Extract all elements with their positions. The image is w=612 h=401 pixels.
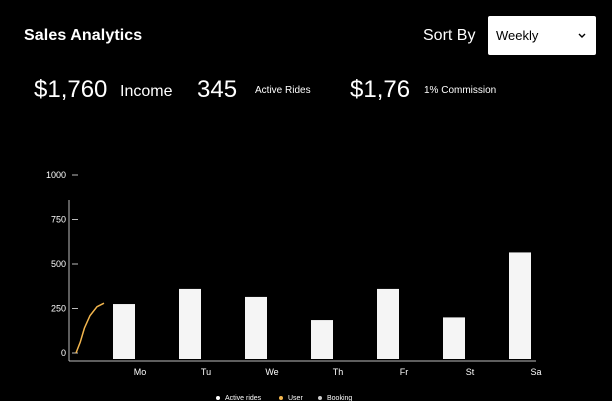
y-tick-label: 1000: [46, 170, 66, 180]
sort-by-label: Sort By: [423, 27, 476, 44]
sort-by-selected-value: Weekly: [496, 28, 539, 43]
x-tick-label: Th: [333, 367, 344, 377]
legend-label: User: [288, 395, 303, 401]
active-rides-value: 345: [197, 76, 238, 103]
x-tick-label: Sa: [530, 367, 541, 377]
bar-we: [245, 296, 267, 359]
commission-label: 1% Commission: [424, 85, 497, 96]
chevron-down-icon: [578, 33, 586, 39]
x-tick-label: Tu: [201, 367, 211, 377]
bar-sa: [509, 252, 531, 359]
x-tick-label: Mo: [134, 367, 147, 377]
y-tick-label: 0: [61, 348, 66, 358]
y-tick-label: 250: [51, 304, 66, 314]
legend-marker: [318, 396, 322, 400]
y-tick-label: 500: [51, 259, 66, 269]
x-tick-label: Fr: [400, 367, 409, 377]
bar-tu: [179, 288, 201, 359]
bar-st: [443, 317, 465, 359]
income-value: $1,760: [34, 76, 108, 103]
bar-fr: [377, 288, 399, 359]
y-tick-label: 750: [51, 215, 66, 225]
legend-label: Booking: [327, 395, 352, 401]
sort-by-dropdown[interactable]: Weekly: [488, 16, 596, 55]
bar-th: [311, 320, 333, 359]
legend-marker: [279, 396, 283, 400]
legend-label: Active rides: [225, 395, 262, 401]
active-rides-label: Active Rides: [255, 85, 311, 96]
sales-bar-chart: 0 250 500 750 1000 Mo Tu We Th Fr St Sa Active rides…: [46, 170, 542, 401]
page-title: Sales Analytics: [24, 27, 143, 44]
user-line: [75, 302, 105, 354]
x-tick-label: We: [265, 367, 278, 377]
commission-value: $1,76: [350, 76, 411, 103]
stats-row: $1,760 Income 345 Active Rides $1,76 1% …: [0, 76, 612, 112]
legend-marker: [216, 396, 220, 400]
bar-mo: [113, 304, 135, 359]
x-tick-label: St: [466, 367, 475, 377]
income-label: Income: [120, 83, 173, 100]
